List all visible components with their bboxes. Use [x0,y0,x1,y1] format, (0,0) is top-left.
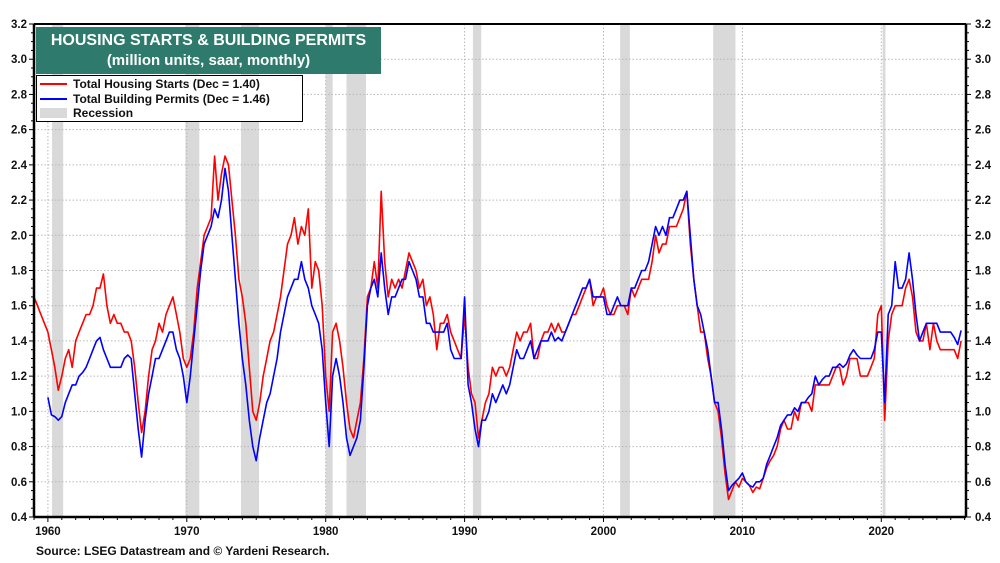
legend-label: Total Building Permits (Dec = 1.46) [73,91,270,106]
y-tick-label-left: 1.6 [11,301,27,313]
y-tick-label-right: 2.4 [975,160,992,172]
legend-label: Total Housing Starts (Dec = 1.40) [73,77,260,92]
y-tick-label-right: 1.6 [975,301,991,313]
x-tick-label: 2010 [730,526,756,538]
recession-band [472,24,482,517]
y-tick-label-right: 0.8 [975,442,992,454]
y-tick-label-right: 0.6 [975,477,991,489]
y-tick-label-left: 0.4 [11,512,28,524]
legend: Total Housing Starts (Dec = 1.40) Total … [36,75,303,122]
legend-item-housing-starts: Total Housing Starts (Dec = 1.40) [37,77,302,92]
y-tick-label-left: 1.8 [11,266,28,278]
source-note: Source: LSEG Datastream and © Yardeni Re… [36,544,330,558]
recession-band [52,24,64,517]
y-tick-label-right: 0.4 [975,512,992,524]
series-building-permits-line [47,167,962,492]
y-tick-label-left: 1.2 [11,371,27,383]
x-tick-label: 1980 [313,526,339,538]
x-tick-label: 2020 [868,526,894,538]
legend-item-building-permits: Total Building Permits (Dec = 1.46) [37,92,302,107]
y-tick-label-left: 3.2 [11,19,27,31]
legend-item-recession: Recession [37,106,302,121]
y-tick-label-left: 2.2 [11,195,27,207]
axes [29,23,971,522]
x-tick-label: 1960 [35,526,61,538]
y-tick-label-left: 1.0 [11,406,27,418]
recession-band [620,24,630,517]
y-tick-label-right: 3.2 [975,19,991,31]
y-tick-label-right: 2.2 [975,195,991,207]
y-tick-label-right: 3.0 [975,54,991,66]
x-tick-label: 1970 [174,526,200,538]
y-tick-label-left: 3.0 [11,54,27,66]
y-tick-label-right: 1.0 [975,406,991,418]
y-tick-label-left: 2.6 [11,125,27,137]
x-tick-label: 1990 [452,526,478,538]
legend-swatch-recession [40,108,67,119]
y-tick-label-left: 1.4 [11,336,28,348]
y-tick-label-left: 2.8 [11,89,28,101]
y-tick-label-left: 0.6 [11,477,27,489]
chart-title: HOUSING STARTS & BUILDING PERMITS [50,32,367,49]
y-tick-label-left: 2.4 [11,160,28,172]
y-tick-label-right: 1.8 [975,266,992,278]
y-tick-label-right: 2.0 [975,230,991,242]
y-tick-label-right: 2.8 [975,89,992,101]
y-tick-label-right: 2.6 [975,125,991,137]
chart-subtitle: (million units, saar, monthly) [106,52,311,69]
y-tick-label-left: 0.8 [11,442,28,454]
recession-band [882,24,886,517]
tick-labels: 0.4 0.4 0.6 0.6 0.8 0.8 1.0 1.0 1.2 1.2 1.4 1.4 1.6 1… [11,19,992,538]
series-housing-starts-line [33,155,962,501]
legend-swatch-red-line [40,83,67,86]
chart-title-box: HOUSING STARTS & BUILDING PERMITS (milli… [36,27,381,74]
y-tick-label-right: 1.2 [975,371,991,383]
legend-label: Recession [73,106,134,121]
y-tick-label-right: 1.4 [975,336,992,348]
legend-swatch-blue-line [40,97,67,100]
y-tick-label-left: 2.0 [11,230,27,242]
x-tick-label: 2000 [591,526,617,538]
series-lines [33,155,962,501]
recession-band [240,24,260,517]
